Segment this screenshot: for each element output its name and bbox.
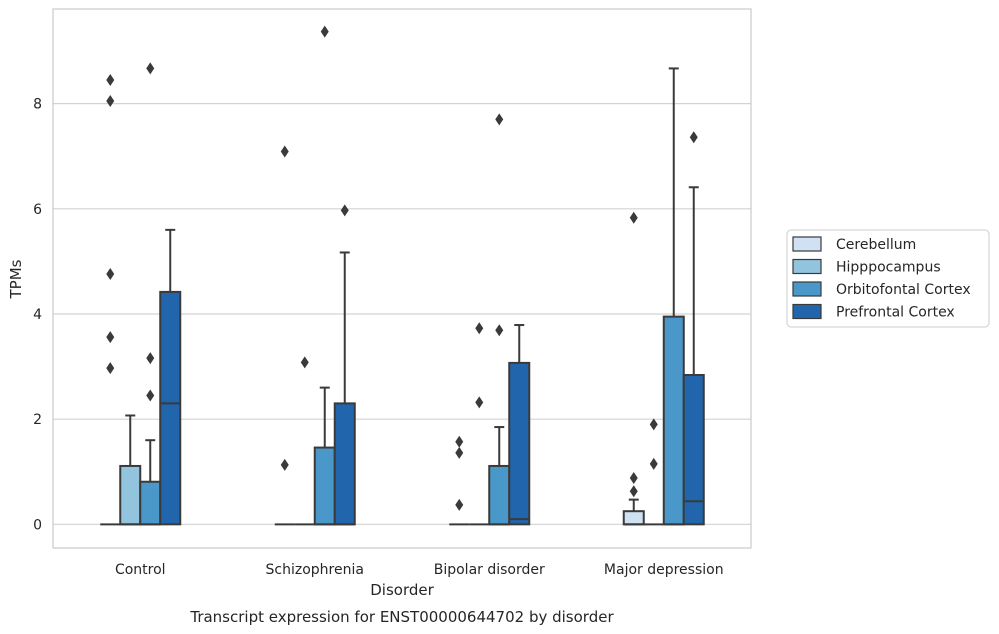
chart-caption: Transcript expression for ENST0000064470…	[189, 608, 614, 626]
box-body	[682, 373, 705, 526]
outlier-point	[106, 95, 115, 108]
box-prefrontal-cortex	[333, 204, 356, 526]
box-orbitofontal-cortex	[662, 67, 685, 526]
y-tick-label: 6	[33, 202, 42, 218]
outlier-point	[146, 352, 155, 365]
outlier-point	[146, 62, 155, 75]
box-hipppocampus	[643, 418, 664, 526]
box-cerebellum	[100, 73, 121, 526]
outlier-point	[629, 211, 638, 224]
legend-label: Prefrontal Cortex	[836, 305, 955, 321]
outlier-point	[495, 113, 504, 126]
legend-label: Hipppocampus	[836, 260, 941, 276]
plot-frame	[52, 8, 752, 549]
box-series-layer	[100, 25, 705, 526]
outlier-point	[649, 418, 658, 431]
outlier-point	[106, 331, 115, 344]
box-prefrontal-cortex	[682, 131, 705, 526]
outlier-point	[106, 73, 115, 86]
y-tick-label: 0	[33, 517, 42, 533]
box-body	[508, 361, 531, 526]
outlier-point	[300, 356, 309, 369]
legend: Cerebellum Hipppocampus Orbitofontal Corte…	[786, 229, 990, 328]
legend-label: Cerebellum	[836, 237, 916, 253]
outlier-point	[106, 268, 115, 281]
outlier-point	[495, 324, 504, 337]
legend-swatch	[792, 281, 822, 297]
box-body	[313, 446, 336, 526]
box-prefrontal-cortex	[508, 324, 531, 526]
outlier-point	[629, 485, 638, 498]
x-tick-label: Major depression	[604, 562, 724, 578]
outlier-point	[455, 498, 464, 511]
y-tick-label: 4	[33, 307, 42, 323]
outlier-point	[455, 435, 464, 448]
box-body	[488, 464, 511, 526]
y-tick-label: 2	[33, 412, 42, 428]
box-prefrontal-cortex	[159, 228, 182, 526]
box-body	[622, 510, 645, 526]
x-tick-labels: Control Schizophrenia Bipolar disorder Majo…	[115, 562, 724, 578]
box-cerebellum	[449, 435, 470, 526]
x-tick-label: Control	[115, 562, 166, 578]
legend-swatch	[792, 236, 822, 252]
outlier-point	[455, 446, 464, 459]
box-body	[139, 480, 162, 526]
outlier-point	[340, 204, 349, 217]
x-tick-label: Bipolar disorder	[434, 562, 545, 578]
outlier-point	[280, 458, 289, 471]
legend-swatch	[792, 303, 822, 320]
outlier-point	[146, 389, 155, 402]
outlier-point	[320, 25, 329, 38]
outlier-point	[106, 362, 115, 375]
legend-items: Cerebellum Hipppocampus Orbitofontal Corte…	[792, 236, 971, 321]
outlier-point	[475, 322, 484, 335]
x-tick-label: Schizophrenia	[266, 562, 364, 578]
plot-background	[53, 9, 751, 548]
legend-frame	[786, 229, 990, 328]
outlier-point	[629, 472, 638, 485]
outlier-point	[689, 131, 698, 144]
box-body	[159, 290, 182, 526]
outlier-point	[475, 396, 484, 409]
box-orbitofontal-cortex	[139, 62, 162, 526]
box-body	[662, 315, 685, 526]
outlier-point	[280, 145, 289, 158]
x-axis-title: Disorder	[370, 581, 434, 599]
box-hipppocampus	[119, 414, 142, 526]
box-body	[119, 464, 142, 526]
y-tick-label: 8	[33, 97, 42, 113]
box-body	[333, 402, 356, 526]
box-hipppocampus	[294, 356, 315, 526]
box-orbitofontal-cortex	[488, 113, 511, 526]
box-hipppocampus	[469, 322, 490, 526]
y-tick-labels: 0 2 4 6 8	[33, 97, 42, 534]
legend-swatch	[792, 258, 822, 275]
outlier-point	[649, 457, 658, 470]
box-cerebellum	[274, 145, 295, 526]
legend-label: Orbitofontal Cortex	[836, 282, 971, 298]
y-axis-title: TPMs	[7, 259, 25, 299]
box-cerebellum	[622, 211, 645, 526]
